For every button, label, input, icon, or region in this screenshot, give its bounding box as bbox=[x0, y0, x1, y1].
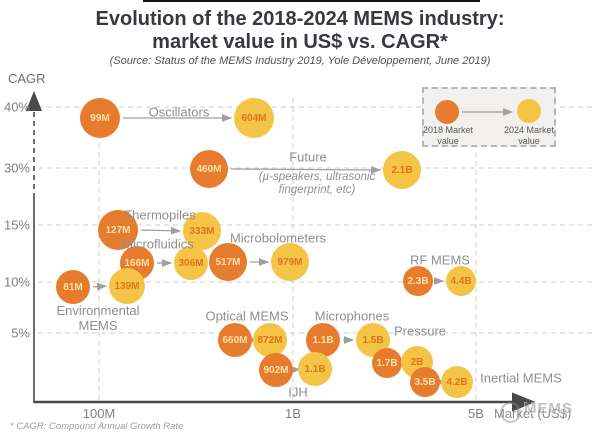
bubble-2018-oscillators: 99M bbox=[80, 98, 120, 138]
watermark-logo-icon bbox=[500, 402, 521, 423]
y-tick-15-: 15% bbox=[3, 217, 30, 233]
category-label-line: MEMS bbox=[78, 318, 118, 333]
category-sublabel-future: (µ-speakers, ultrasonic fingerprint, etc) bbox=[259, 171, 376, 197]
category-label-microfluidics: Microfluidics bbox=[122, 237, 194, 252]
category-sublabel-line: (µ-speakers, ultrasonic bbox=[258, 171, 376, 183]
footnote: * CAGR: Compound Annual Growth Rate bbox=[10, 421, 184, 432]
bubble-2024-ijh: 1.1B bbox=[298, 352, 332, 386]
bubble-2024-microphones: 1.5B bbox=[356, 323, 390, 357]
y-tick-40-: 40% bbox=[3, 99, 30, 115]
bubble-2018-optical-mems: 660M bbox=[218, 323, 252, 357]
category-label-line: IJH bbox=[288, 384, 308, 400]
bubble-2024-microbolometers: 979M bbox=[271, 243, 309, 281]
bubble-2018-pressure: 1.7B bbox=[372, 348, 402, 378]
y-tick-5-: 5% bbox=[11, 325, 30, 341]
axes bbox=[26, 91, 536, 412]
legend: 2018 Market value 2024 Market value bbox=[422, 87, 556, 147]
category-label-line: Microfluidics bbox=[122, 236, 194, 252]
bubble-2024-microfluidics: 306M bbox=[174, 246, 208, 280]
category-label-ijh: IJH bbox=[288, 385, 308, 400]
category-label-line: RF MEMS bbox=[410, 252, 470, 268]
bubble-2018-microbolometers: 517M bbox=[209, 243, 247, 281]
y-tick-10-: 10% bbox=[3, 274, 30, 290]
arrow-future bbox=[230, 166, 382, 174]
bubble-2018-inertial-mems: 3.5B bbox=[410, 367, 440, 397]
category-label-microphones: Microphones bbox=[315, 309, 389, 324]
chart-subtitle: (Source: Status of the MEMS Industry 201… bbox=[109, 55, 491, 67]
category-label-pressure: Pressure bbox=[394, 324, 446, 339]
bubble-2018-microphones: 1.1B bbox=[306, 323, 340, 357]
legend-2024-circle bbox=[517, 99, 541, 123]
legend-2018-circle bbox=[435, 100, 459, 124]
category-label-environmental-mems: Environmental MEMS bbox=[56, 303, 139, 333]
legend-2024-label: 2024 Market value bbox=[503, 125, 555, 146]
bubble-2018-thermopiles: 127M bbox=[98, 210, 138, 250]
bubble-2024-thermopiles: 333M bbox=[183, 212, 221, 250]
category-label-optical-mems: Optical MEMS bbox=[205, 309, 288, 324]
category-label-line: Future bbox=[289, 149, 327, 165]
chart-title-line2: market value in US$ vs. CAGR* bbox=[152, 31, 448, 53]
category-label-line: Optical MEMS bbox=[205, 308, 289, 324]
category-label-rf-mems: RF MEMS bbox=[410, 253, 470, 268]
bubble-2024-optical-mems: 872M bbox=[253, 323, 287, 357]
bubble-2024-inertial-mems: 4.2B bbox=[441, 366, 473, 398]
x-tick-5b: 5B bbox=[468, 406, 484, 421]
category-label-line: Environmental bbox=[56, 303, 140, 318]
bubble-2024-oscillators: 604M bbox=[234, 98, 274, 138]
bubble-2024-environmental-mems: 139M bbox=[109, 268, 145, 304]
bubble-2018-environmental-mems: 81M bbox=[56, 270, 90, 304]
watermark-text: MEMS bbox=[524, 400, 573, 417]
x-tick-1b: 1B bbox=[285, 406, 301, 421]
category-label-line: Inertial MEMS bbox=[480, 370, 562, 386]
category-sublabel-line: fingerprint, etc) bbox=[278, 184, 356, 196]
category-label-thermopiles: Thermopiles bbox=[124, 208, 196, 223]
category-label-line: Thermopiles bbox=[124, 207, 196, 223]
x-tick-100m: 100M bbox=[82, 406, 116, 421]
bubble-2024-future: 2.1B bbox=[383, 151, 421, 189]
category-label-line: Microbolometers bbox=[229, 230, 327, 246]
bubble-2018-future: 460M bbox=[190, 150, 228, 188]
category-label-line: Microphones bbox=[314, 308, 390, 324]
y-axis-title: CAGR bbox=[8, 71, 46, 86]
bubble-2018-rf-mems: 2.3B bbox=[403, 266, 433, 296]
bubble-2024-rf-mems: 4.4B bbox=[446, 266, 476, 296]
y-tick-30-: 30% bbox=[3, 160, 30, 176]
arrow-environmental-mems bbox=[92, 282, 108, 291]
arrow-thermopiles bbox=[140, 226, 182, 235]
category-label-inertial-mems: Inertial MEMS bbox=[480, 371, 562, 386]
category-label-microbolometers: Microbolometers bbox=[230, 231, 326, 246]
legend-2018-label: 2018 Market value bbox=[422, 125, 474, 146]
category-label-future: Future bbox=[289, 150, 327, 165]
bubble-2018-ijh: 902M bbox=[259, 353, 293, 387]
chart-title-line1: Evolution of the 2018-2024 MEMS industry… bbox=[95, 8, 505, 30]
category-label-oscillators: Oscillators bbox=[149, 105, 210, 120]
category-label-line: Oscillators bbox=[148, 104, 210, 120]
category-label-line: Pressure bbox=[393, 323, 447, 339]
legend-arrow bbox=[462, 108, 514, 116]
top-border-artifact bbox=[143, 0, 480, 2]
